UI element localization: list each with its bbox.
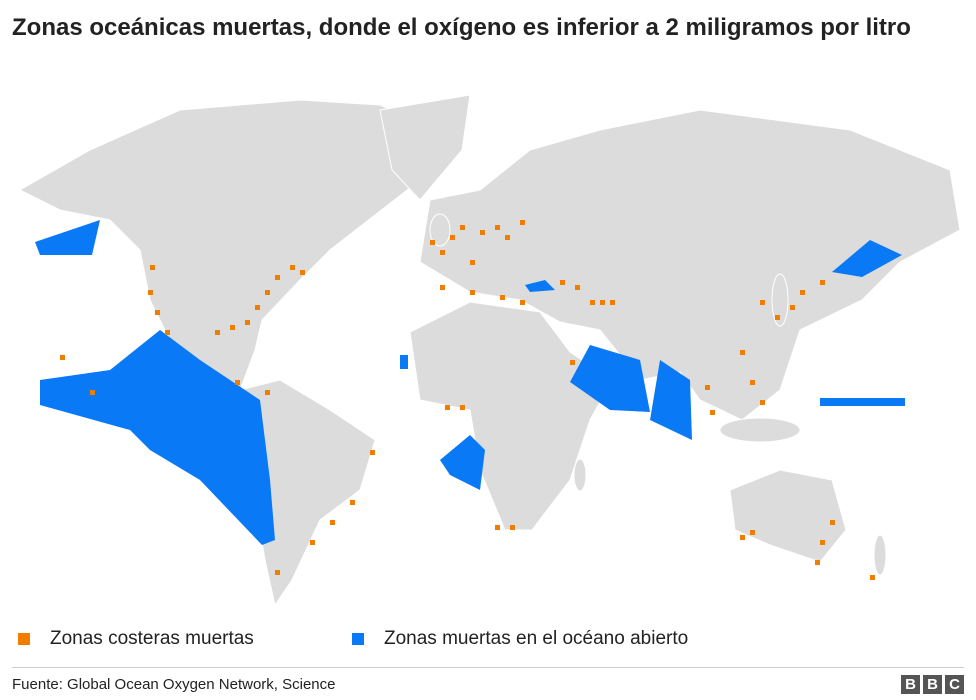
open-ocean-zones bbox=[35, 220, 905, 545]
coastal-zone bbox=[440, 250, 445, 255]
coastal-zone bbox=[215, 330, 220, 335]
coastal-zone bbox=[820, 540, 825, 545]
coastal-zone bbox=[870, 575, 875, 580]
coastal-zone bbox=[460, 405, 465, 410]
coastal-zone bbox=[520, 300, 525, 305]
coastal-zone bbox=[370, 450, 375, 455]
coastal-zone bbox=[265, 290, 270, 295]
coastal-zone bbox=[470, 260, 475, 265]
coastal-zone bbox=[330, 520, 335, 525]
coastal-zone bbox=[460, 225, 465, 230]
coastal-zone bbox=[245, 320, 250, 325]
legend-item: Zonas costeras muertas bbox=[18, 628, 254, 650]
coastal-zone bbox=[480, 230, 485, 235]
coastal-zone bbox=[750, 530, 755, 535]
coastal-zone bbox=[500, 295, 505, 300]
coastal-zone bbox=[750, 380, 755, 385]
legend-label: Zonas costeras muertas bbox=[50, 628, 254, 649]
divider bbox=[12, 667, 964, 668]
coastal-zone bbox=[495, 225, 500, 230]
coastal-zone bbox=[150, 265, 155, 270]
legend-item: Zonas muertas en el océano abierto bbox=[352, 628, 688, 650]
logo-letter: B bbox=[923, 675, 942, 694]
logo-letter: C bbox=[945, 675, 964, 694]
coastal-zone bbox=[148, 290, 153, 295]
coastal-zone bbox=[265, 390, 270, 395]
coastal-zone bbox=[450, 235, 455, 240]
coastal-zone bbox=[790, 305, 795, 310]
coastal-zone bbox=[560, 280, 565, 285]
land bbox=[18, 94, 961, 607]
world-map bbox=[18, 94, 961, 607]
coastal-zones bbox=[60, 220, 875, 580]
coastal-zone bbox=[510, 525, 515, 530]
coastal-zone bbox=[520, 220, 525, 225]
coastal-zone bbox=[610, 300, 615, 305]
legend-swatch bbox=[18, 633, 30, 645]
coastal-zone bbox=[275, 570, 280, 575]
coastal-zone bbox=[495, 525, 500, 530]
coastal-zone bbox=[310, 540, 315, 545]
coastal-zone bbox=[775, 315, 780, 320]
title: Zonas oceánicas muertas, donde el oxígen… bbox=[12, 14, 911, 41]
coastal-zone bbox=[820, 280, 825, 285]
coastal-zone bbox=[235, 380, 240, 385]
logo-letter: B bbox=[901, 675, 920, 694]
coastal-zone bbox=[60, 355, 65, 360]
coastal-zone bbox=[600, 300, 605, 305]
coastal-zone bbox=[590, 300, 595, 305]
coastal-zone bbox=[815, 560, 820, 565]
coastal-zone bbox=[760, 400, 765, 405]
coastal-zone bbox=[830, 520, 835, 525]
coastal-zone bbox=[290, 265, 295, 270]
coastal-zone bbox=[300, 270, 305, 275]
coastal-zone bbox=[155, 310, 160, 315]
coastal-zone bbox=[705, 385, 710, 390]
coastal-zone bbox=[505, 235, 510, 240]
coastal-zone bbox=[165, 330, 170, 335]
source: Fuente: Global Ocean Oxygen Network, Sci… bbox=[12, 676, 336, 693]
coastal-zone bbox=[350, 500, 355, 505]
coastal-zone bbox=[275, 275, 280, 280]
coastal-zone bbox=[800, 290, 805, 295]
logo: B B C bbox=[901, 675, 964, 694]
coastal-zone bbox=[740, 350, 745, 355]
coastal-zone bbox=[740, 535, 745, 540]
coastal-zone bbox=[440, 285, 445, 290]
coastal-zone bbox=[430, 240, 435, 245]
coastal-zone bbox=[710, 410, 715, 415]
coastal-zone bbox=[570, 360, 575, 365]
coastal-zone bbox=[445, 405, 450, 410]
coastal-zone bbox=[90, 390, 95, 395]
coastal-zone bbox=[575, 285, 580, 290]
coastal-zone bbox=[255, 305, 260, 310]
legend-swatch bbox=[352, 633, 364, 645]
coastal-zone bbox=[230, 325, 235, 330]
coastal-zone bbox=[470, 290, 475, 295]
legend-label: Zonas muertas en el océano abierto bbox=[384, 628, 689, 649]
coastal-zone bbox=[760, 300, 765, 305]
